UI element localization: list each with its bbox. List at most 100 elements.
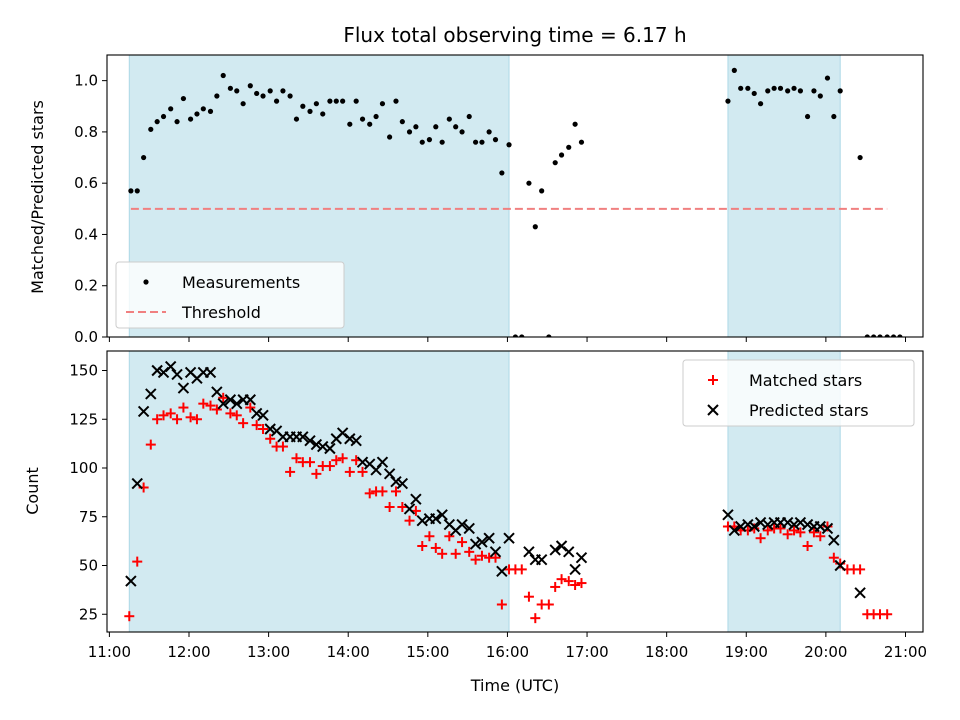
legend: Matched stars Predicted stars <box>682 359 915 427</box>
legend: Measurements Threshold <box>115 261 345 329</box>
data-point <box>200 106 206 112</box>
y-axis-label-ratio: Matched/Predicted stars <box>28 100 47 294</box>
data-point <box>446 116 452 122</box>
marker-stroke <box>814 520 827 533</box>
data-point <box>151 364 163 377</box>
data-point <box>403 503 416 515</box>
data-point <box>225 408 236 419</box>
marker-stroke <box>410 493 422 505</box>
marker-stroke <box>754 516 767 529</box>
data-point <box>218 392 229 403</box>
data-point <box>745 85 751 91</box>
marker-stroke <box>171 368 183 381</box>
data-point <box>578 139 585 145</box>
data-point <box>459 129 465 135</box>
marker-stroke <box>224 394 237 406</box>
data-point <box>297 431 309 443</box>
y-tick-label: 0.8 <box>74 123 98 141</box>
data-point <box>165 408 176 419</box>
marker-stroke <box>264 423 276 435</box>
data-point <box>393 98 399 104</box>
data-point <box>748 520 760 533</box>
data-point <box>370 464 382 476</box>
data-point <box>777 85 784 91</box>
data-point <box>174 119 180 125</box>
data-point <box>795 527 806 538</box>
data-point <box>486 129 492 135</box>
data-point <box>356 456 369 468</box>
data-point <box>231 410 242 421</box>
data-point <box>738 85 744 91</box>
data-point <box>549 544 561 556</box>
marker-stroke <box>748 520 760 533</box>
marker-stroke <box>231 397 243 410</box>
data-point <box>340 98 346 104</box>
marker-stroke <box>390 475 402 488</box>
data-point <box>569 563 581 576</box>
data-point <box>419 139 425 145</box>
data-point <box>808 527 819 538</box>
data-point <box>539 188 545 194</box>
data-point <box>359 116 366 122</box>
data-point <box>347 121 353 127</box>
data-point <box>734 520 747 533</box>
data-point <box>124 611 135 622</box>
data-point <box>376 456 389 468</box>
data-point <box>570 580 581 591</box>
data-point <box>238 418 249 429</box>
data-point <box>251 420 262 431</box>
data-point <box>453 124 459 130</box>
marker-stroke <box>396 477 409 490</box>
data-point <box>205 400 216 411</box>
data-point <box>384 502 395 513</box>
data-point <box>463 522 475 535</box>
marker-stroke <box>184 366 197 379</box>
marker-stroke <box>821 522 834 535</box>
data-point <box>207 108 214 114</box>
data-point <box>563 546 575 558</box>
data-point <box>834 559 846 572</box>
data-point <box>530 613 541 624</box>
data-point <box>755 533 766 544</box>
x-tick-label: 13:00 <box>247 643 290 661</box>
data-point <box>430 542 441 553</box>
data-point <box>815 531 826 542</box>
marker-stroke <box>370 464 382 476</box>
data-point <box>519 334 525 337</box>
data-point <box>217 397 229 410</box>
data-point <box>417 541 428 552</box>
data-point <box>566 144 572 150</box>
marker-stroke <box>742 518 754 531</box>
data-point <box>331 455 342 466</box>
legend-label: Measurements <box>182 273 300 292</box>
marker-stroke <box>489 546 502 558</box>
data-point <box>194 111 200 117</box>
marker-stroke <box>217 397 229 410</box>
data-point <box>731 67 737 73</box>
marker-stroke <box>383 468 396 480</box>
legend-label: Matched stars <box>749 371 862 390</box>
data-point <box>416 514 428 527</box>
data-point <box>234 88 240 94</box>
data-point <box>180 95 187 102</box>
data-point <box>433 124 439 130</box>
data-point <box>430 512 442 525</box>
marker-stroke <box>834 559 846 572</box>
data-point <box>224 394 237 406</box>
data-point <box>244 394 257 406</box>
series-group <box>128 67 903 337</box>
data-point <box>523 546 535 558</box>
marker-stroke <box>211 386 223 398</box>
data-point <box>327 98 333 104</box>
data-point <box>387 134 393 140</box>
legend-entry: Matched stars <box>708 371 862 390</box>
marker-stroke <box>344 433 356 445</box>
x-tick-label: 14:00 <box>327 643 370 661</box>
data-point <box>708 375 718 385</box>
data-point <box>575 551 588 564</box>
data-point <box>469 538 482 550</box>
data-point <box>831 113 837 120</box>
data-point <box>782 529 793 540</box>
legend-box <box>115 261 345 329</box>
data-point <box>152 414 163 425</box>
